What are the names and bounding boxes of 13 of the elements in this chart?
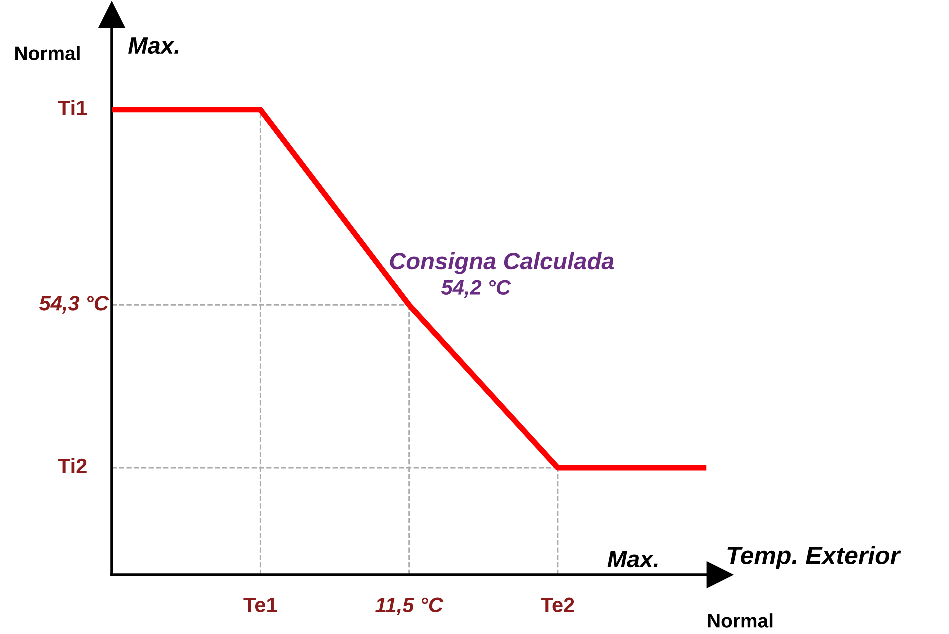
annotation: Max. — [608, 551, 658, 568]
text: Ti2 — [58, 458, 87, 474]
text: Ti1 — [58, 100, 88, 116]
x-tick-label: Te2 — [541, 598, 574, 613]
text: Normal — [708, 614, 773, 628]
text: Max. — [128, 38, 179, 54]
x-tick-label: 11,5 °C — [376, 598, 444, 616]
text: Normal — [16, 46, 80, 60]
text: 54,3 °C — [39, 296, 110, 314]
annotation: 54,2 °C — [441, 280, 512, 298]
text: Temp. Exterior — [728, 546, 902, 570]
x-tick-label: Te1 — [244, 598, 278, 613]
annotation: Consigna Calculada — [390, 252, 614, 274]
